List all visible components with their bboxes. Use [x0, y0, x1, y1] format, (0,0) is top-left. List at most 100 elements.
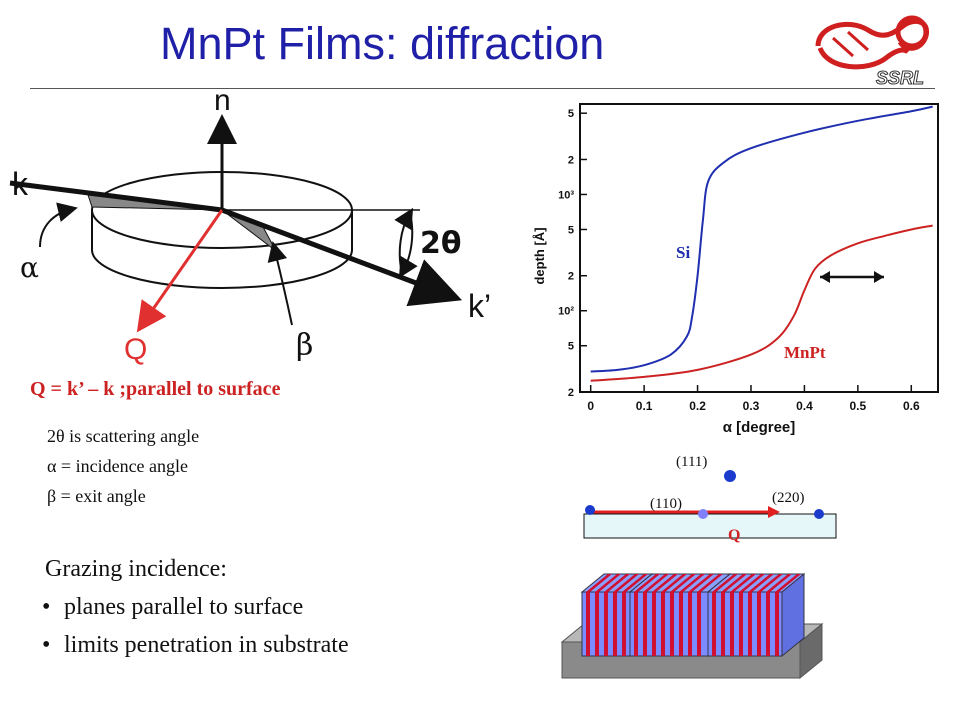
origin-point [585, 505, 595, 515]
red-layer-stripe-top [757, 574, 783, 592]
red-layer-stripe-top [652, 574, 678, 592]
y-tick-label: 2 [568, 387, 574, 399]
x-axis-ticks: 0 0.1 0.2 0.3 0.4 0.5 0.6 [587, 385, 920, 413]
x-tick-label: 0.1 [636, 399, 653, 413]
series-label-si: Si [676, 243, 690, 262]
x-tick-label: 0.2 [689, 399, 706, 413]
red-layer-stripe-top [604, 574, 630, 592]
lattice-q-label: Q [728, 527, 740, 544]
title-divider [30, 88, 935, 89]
red-layer-stripe [688, 592, 692, 656]
red-layer-stripe [721, 592, 725, 656]
reflection-220 [814, 509, 824, 519]
lattice-schematic: (111) (110) (220) Q [583, 454, 837, 544]
red-layer-stripe [613, 592, 617, 656]
y-tick-label: 2 [568, 154, 574, 166]
substrate-rect [583, 513, 837, 539]
reflection-111 [724, 470, 736, 482]
y-tick-label: 5 [568, 224, 574, 236]
red-layer-stripe-top [766, 574, 792, 592]
red-layer-stripe-top [643, 574, 669, 592]
k-prime-vector [221, 207, 463, 307]
red-layer-stripe-top [721, 574, 747, 592]
y-axis-label: depth [Å] [532, 227, 547, 284]
red-layer-stripe [730, 592, 734, 656]
grazing-heading: Grazing incidence: [45, 556, 227, 582]
red-layer-stripe [604, 592, 608, 656]
red-layer-stripe-top [712, 574, 738, 592]
x-axis-label: α [degree] [723, 419, 796, 436]
q-equation: Q = k’ – k ;parallel to surface [30, 378, 281, 400]
alpha-label: α [20, 251, 39, 284]
reflection-110 [698, 509, 708, 519]
plot-frame [579, 103, 939, 393]
y-tick-label: 10² [558, 306, 574, 318]
red-layer-stripe [634, 592, 638, 656]
series-label-mnpt: MnPt [784, 343, 826, 362]
red-layer-stripe [652, 592, 656, 656]
k-label: k [12, 166, 29, 202]
red-layer-stripe-top [586, 574, 612, 592]
bullet-text: limits penetration in substrate [64, 632, 349, 658]
y-tick-label: 5 [568, 341, 574, 353]
grazing-bullet-1: • planes parallel to surface [42, 594, 304, 620]
label-111: (111) [676, 454, 707, 470]
red-layer-stripe-top [670, 574, 696, 592]
definition-alpha: α = incidence angle [47, 456, 189, 476]
red-layer-stripe-top [697, 574, 723, 592]
series-line-si [590, 105, 933, 373]
red-layer-stripe-top [730, 574, 756, 592]
grazing-bullet-2: • limits penetration in substrate [42, 632, 349, 658]
svg-text:SSRL: SSRL [876, 68, 924, 88]
red-layer-stripe-top [688, 574, 714, 592]
red-layer-stripe [712, 592, 716, 656]
red-layer-stripe [748, 592, 752, 656]
red-layer-stripe-top [748, 574, 774, 592]
red-layer-stripe-top [634, 574, 660, 592]
red-layer-stripe-top [595, 574, 621, 592]
page-title: MnPt Films: diffraction [160, 18, 605, 69]
label-220: (220) [772, 490, 805, 506]
red-layer-stripe-top [613, 574, 639, 592]
red-layer-stripe [622, 592, 626, 656]
definition-two-theta: 2θ is scattering angle [47, 426, 200, 446]
k-vector [9, 180, 223, 213]
red-layer-stripe-top [661, 574, 687, 592]
red-layer-stripe [661, 592, 665, 656]
bullet-text: planes parallel to surface [64, 594, 304, 620]
beta-label: β [296, 328, 313, 363]
y-tick-label: 10³ [558, 189, 574, 201]
ssrl-logo: SSRL [815, 15, 930, 88]
two-theta-label: 2θ [420, 226, 461, 261]
red-layer-stripe-top [622, 574, 648, 592]
label-110: (110) [650, 496, 682, 512]
red-layer-stripe [643, 592, 647, 656]
red-layer-stripe-top [775, 574, 801, 592]
x-tick-label: 0.3 [743, 399, 760, 413]
scattering-geometry-diagram: n k k’ α 2θ Q β [9, 85, 491, 366]
y-axis-ticks: 2 5 10² 2 5 10³ 2 5 [558, 108, 587, 399]
red-layer-stripe [670, 592, 674, 656]
red-layer-stripe [775, 592, 779, 656]
red-layer-stripe [595, 592, 599, 656]
n-label: n [214, 85, 231, 117]
q-vector [136, 209, 224, 333]
red-layer-stripe [679, 592, 683, 656]
red-layer-stripe [757, 592, 761, 656]
series-line-mnpt [590, 224, 933, 382]
depth-chart: 2 5 10² 2 5 10³ 2 5 0 0.1 0.2 0.3 0.4 0.5 0.6 depth [… [532, 103, 939, 436]
red-layer-stripe [766, 592, 770, 656]
x-tick-label: 0.6 [903, 399, 920, 413]
film-block-right [706, 572, 806, 658]
red-layer-stripe-top [739, 574, 765, 592]
y-tick-label: 5 [568, 108, 574, 120]
series-lines [590, 105, 933, 382]
x-tick-label: 0.4 [796, 399, 813, 413]
red-layer-stripe [739, 592, 743, 656]
y-tick-label: 2 [568, 271, 574, 283]
layered-film-illustration [560, 572, 824, 680]
x-tick-label: 0.5 [850, 399, 867, 413]
q-label: Q [124, 333, 147, 366]
layer-stripes [586, 574, 801, 656]
k-prime-label: k’ [468, 288, 491, 324]
